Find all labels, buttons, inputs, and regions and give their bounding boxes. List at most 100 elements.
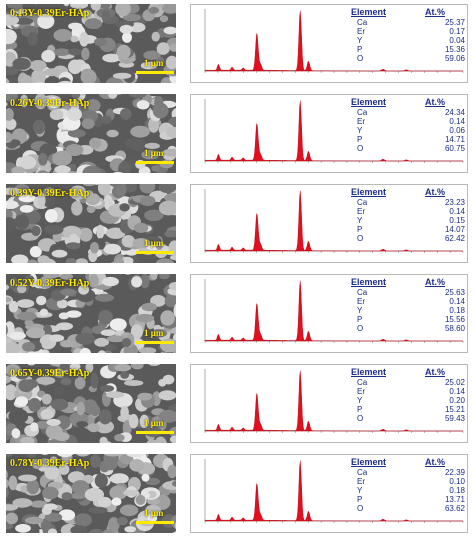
grain	[60, 288, 76, 296]
element-symbol: Y	[357, 126, 363, 135]
grain	[159, 15, 169, 23]
sem-image: 0.13Y-0.39Er-HAp 1 μm	[6, 4, 176, 83]
atomic-percent-value: 22.39	[444, 468, 465, 477]
grain	[11, 4, 23, 12]
grain	[100, 385, 115, 392]
grain	[164, 193, 176, 203]
grain	[122, 13, 141, 22]
grain	[114, 364, 132, 372]
grain	[68, 59, 82, 75]
scale-bar	[136, 341, 174, 344]
sem-image: 0.39Y-0.39Er-HAp 1 μm	[6, 184, 176, 263]
grain	[22, 4, 36, 15]
atomic-percent-value: 62.42	[444, 234, 465, 243]
grain	[147, 498, 160, 505]
panel-row: 0.39Y-0.39Er-HAp 1 μm Element At.% Ca 23.23 Er…	[0, 184, 474, 264]
element-symbol: Er	[357, 117, 365, 126]
grain	[85, 364, 94, 373]
grain	[103, 454, 122, 457]
grain	[36, 295, 47, 306]
grain	[41, 454, 49, 455]
sem-micrograph	[6, 364, 176, 443]
spectrum-axis	[204, 9, 463, 72]
grain	[40, 409, 54, 420]
grain	[154, 96, 164, 110]
scale-label: 1 μm	[144, 328, 164, 338]
grain	[44, 224, 64, 235]
grain	[119, 504, 139, 517]
atomic-percent-value: 63.62	[444, 504, 465, 513]
grain	[158, 184, 176, 194]
grain	[55, 415, 71, 430]
grain	[6, 132, 13, 143]
grain	[120, 108, 132, 120]
grain	[6, 469, 8, 480]
grain	[18, 379, 35, 393]
grain	[85, 99, 101, 112]
panel-row: 0.52Y-0.39Er-HAp 1 μm Element At.% Ca 25.63 Er…	[0, 274, 474, 354]
atomic-percent-value: 13.71	[444, 495, 465, 504]
grain	[141, 473, 150, 482]
grain	[37, 192, 46, 208]
grain	[11, 428, 21, 439]
atomic-percent-value: 59.06	[444, 54, 465, 63]
grain	[59, 340, 74, 348]
grain	[166, 126, 176, 138]
grain	[69, 364, 81, 371]
spectrum-axis	[204, 189, 463, 252]
grain	[65, 144, 84, 156]
spectrum-curve	[204, 280, 463, 342]
sem-image: 0.65Y-0.39Er-HAp 1 μm	[6, 364, 176, 443]
grain	[98, 409, 112, 425]
grain	[135, 313, 155, 323]
grain	[169, 435, 176, 443]
grain	[79, 31, 89, 47]
grain	[100, 329, 116, 336]
grain	[81, 47, 90, 61]
grain	[6, 187, 22, 195]
grain	[132, 238, 151, 249]
grain	[74, 459, 90, 475]
grain	[32, 119, 46, 135]
spectrum-axis	[204, 99, 463, 162]
grain	[109, 318, 127, 331]
grain	[52, 150, 72, 167]
grain	[11, 166, 26, 173]
grain	[51, 249, 68, 258]
grain	[44, 512, 63, 522]
panel-row: 0.13Y-0.39Er-HAp 1 μm Element At.% Ca 25.37 Er…	[0, 4, 474, 84]
grain	[94, 473, 108, 488]
grain	[35, 420, 50, 429]
grain	[6, 504, 19, 511]
grain	[65, 310, 82, 318]
element-symbol: O	[357, 234, 364, 243]
grain	[120, 405, 129, 420]
grain	[79, 347, 92, 353]
grain	[69, 233, 79, 244]
grain	[6, 324, 8, 336]
grain	[19, 205, 34, 213]
grain	[156, 42, 170, 55]
grain	[44, 465, 60, 480]
grain	[121, 235, 135, 248]
grain	[42, 486, 59, 500]
grain	[54, 165, 71, 173]
grain	[52, 48, 71, 56]
grain	[151, 165, 160, 172]
spectrum-axis	[204, 459, 463, 522]
grain	[70, 4, 89, 9]
grain	[15, 523, 31, 533]
atomic-percent-value: 0.17	[449, 27, 465, 36]
grain	[130, 364, 144, 370]
grain	[26, 479, 40, 495]
element-symbol: Y	[357, 36, 363, 45]
grain	[15, 214, 30, 230]
grain	[99, 436, 108, 443]
grain	[38, 152, 48, 166]
grain	[80, 69, 97, 83]
grain	[16, 299, 35, 308]
grain	[8, 408, 29, 425]
header-element: Element	[351, 367, 387, 377]
grain	[172, 480, 176, 487]
scale-bar	[136, 431, 174, 434]
